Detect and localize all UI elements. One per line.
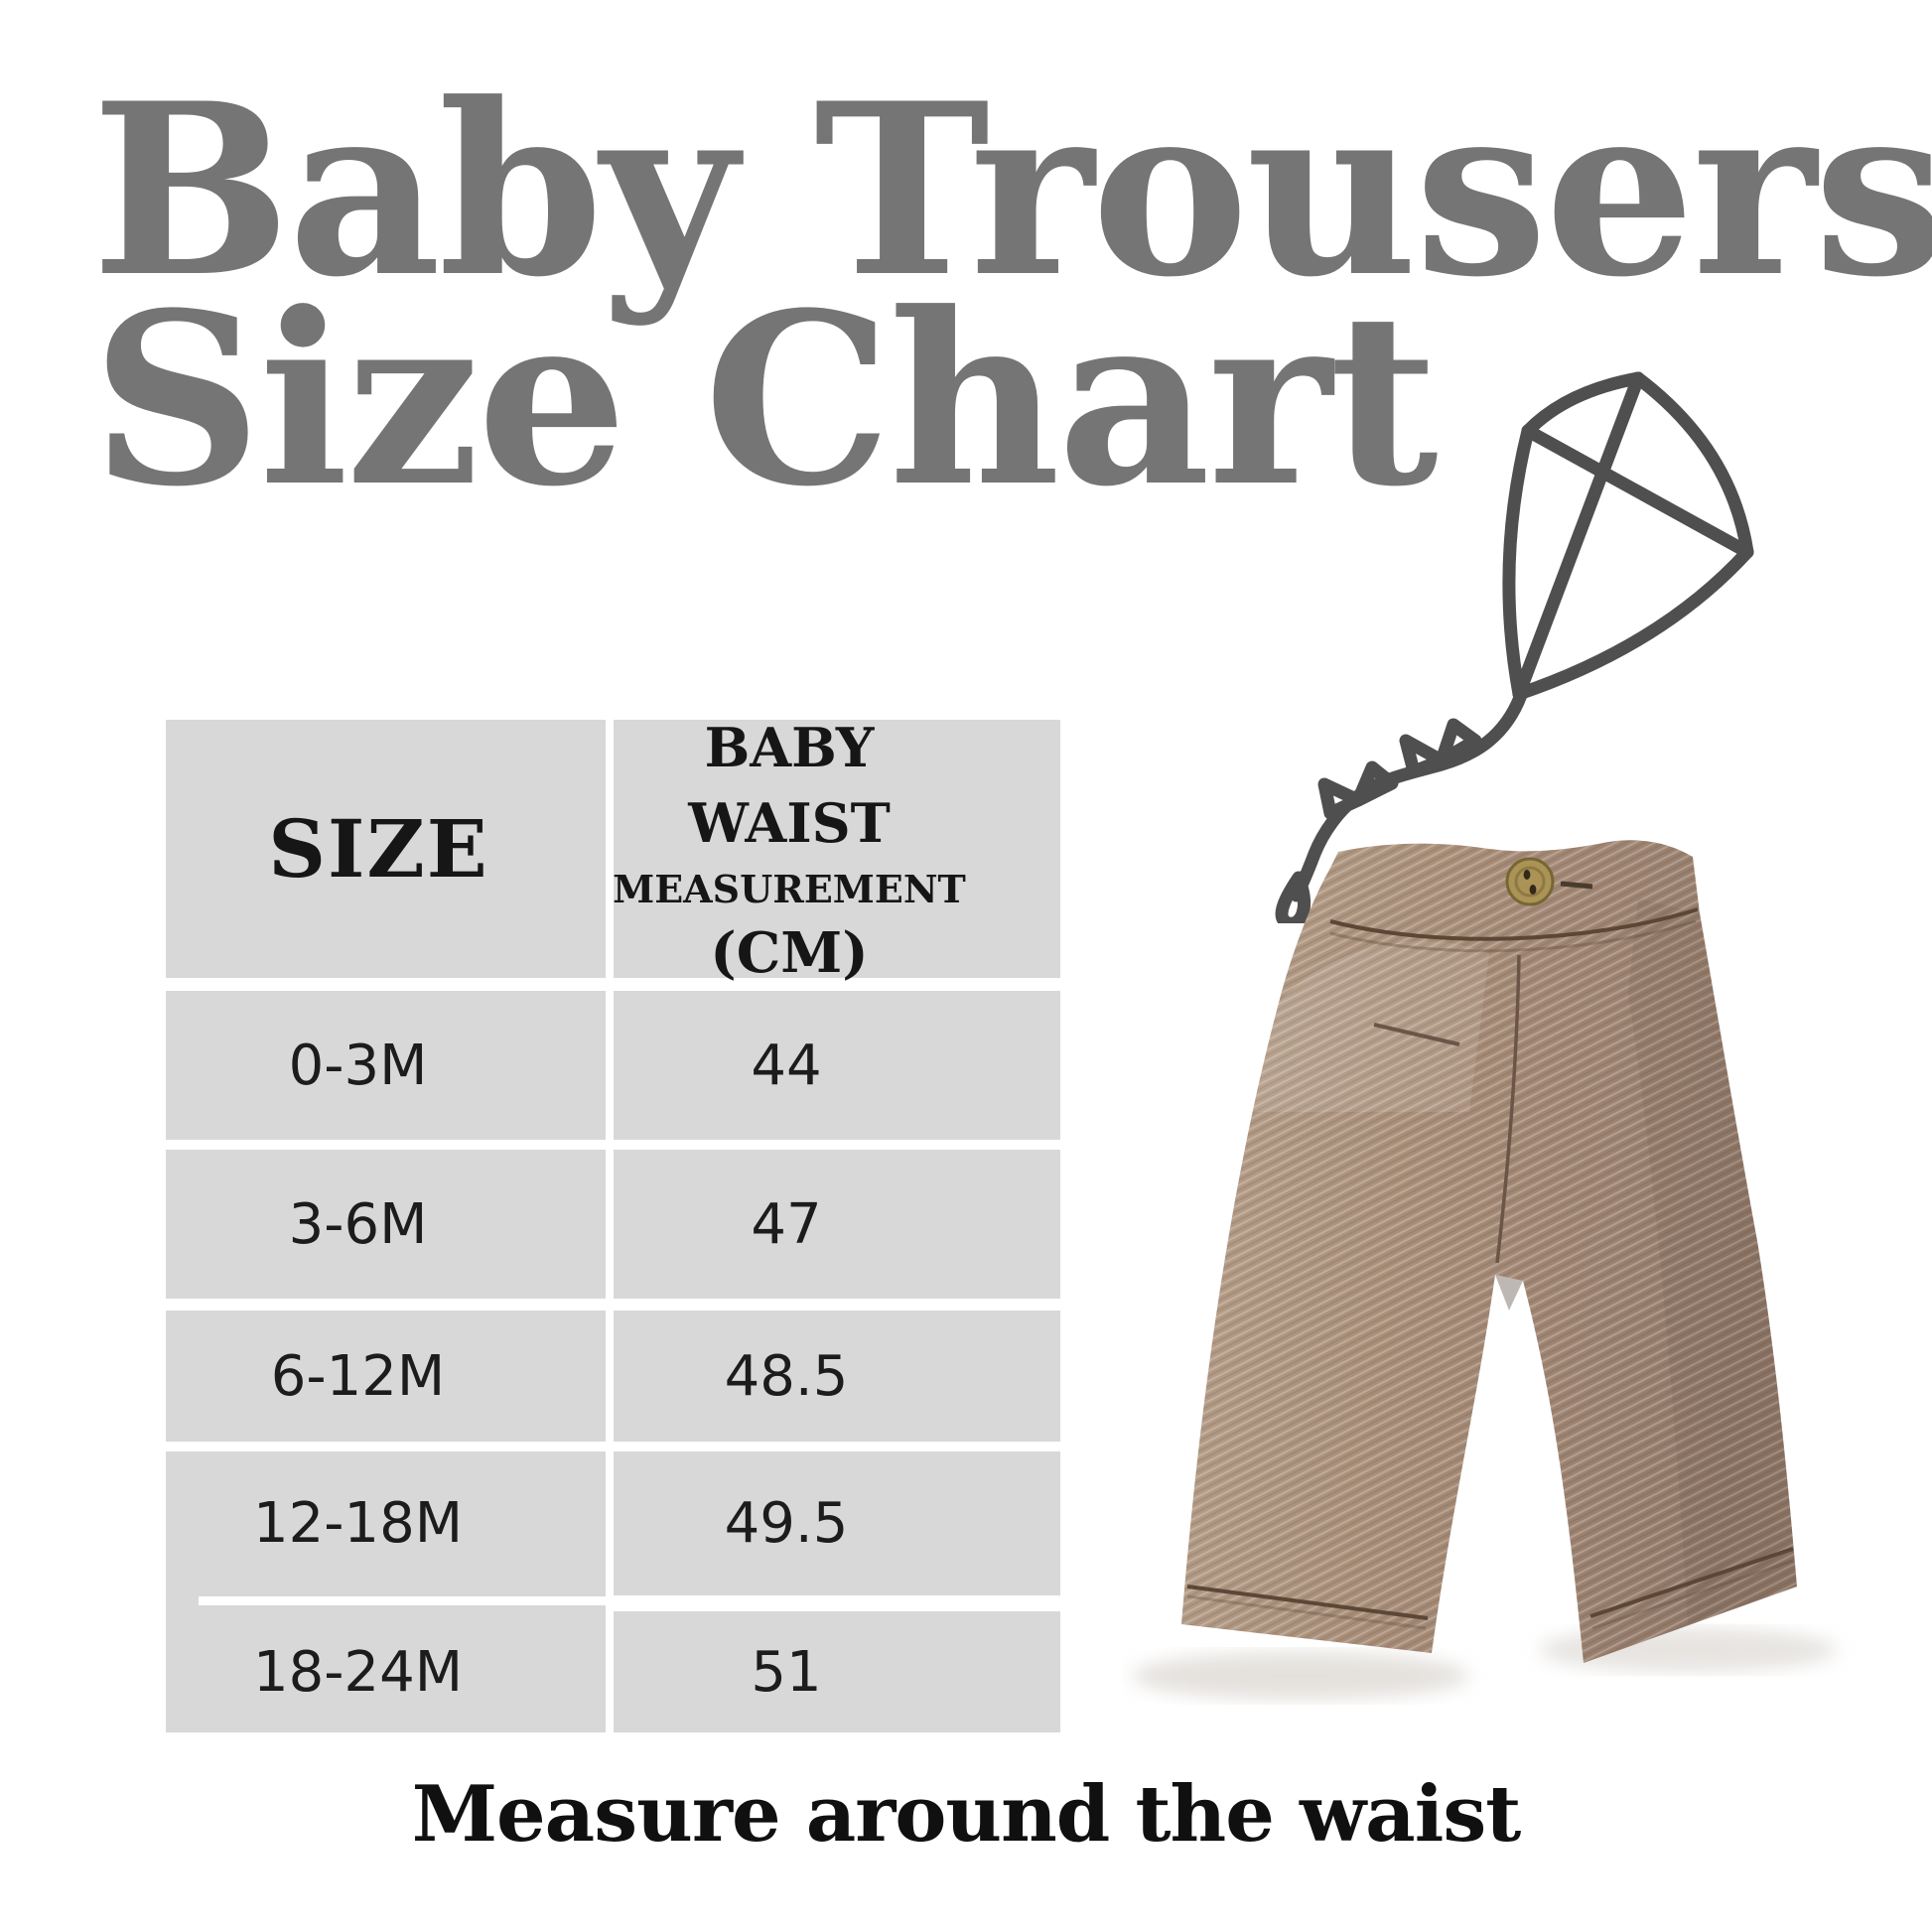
table-row-waist: 47 bbox=[614, 1150, 1060, 1299]
waistband-stitch bbox=[1329, 919, 1697, 953]
page-title-line2: Size Chart bbox=[91, 261, 1439, 539]
row-gap-artifact-line bbox=[199, 1596, 608, 1605]
kite-edge bbox=[1521, 371, 1645, 438]
page-title-line1: Baby Trousers bbox=[91, 53, 1932, 330]
button-hole bbox=[1529, 885, 1537, 895]
table-row-waist: 44 bbox=[614, 991, 1060, 1140]
kite-edge bbox=[1502, 424, 1535, 701]
table-header-size: SIZE bbox=[166, 720, 606, 978]
button-hole bbox=[1523, 870, 1531, 880]
kite-edge bbox=[1631, 371, 1754, 559]
table-row-size: 0-3M bbox=[166, 991, 606, 1140]
baby-trousers-photo bbox=[1132, 840, 1837, 1700]
table-row-waist: 48.5 bbox=[614, 1311, 1060, 1442]
table-row-waist: 49.5 bbox=[614, 1451, 1060, 1595]
pocket-slit bbox=[1373, 1023, 1460, 1046]
table-row-size: 18-24M bbox=[166, 1611, 606, 1732]
kite-spar bbox=[1521, 424, 1754, 559]
table-row-waist: 51 bbox=[614, 1611, 1060, 1732]
kite-tail-bow bbox=[1317, 777, 1365, 820]
table-header-waist: BABY WAIST MEASUREMENT (CM) bbox=[613, 716, 1060, 986]
table-row-size: 3-6M bbox=[166, 1150, 606, 1299]
left-hem-stitch bbox=[1186, 1585, 1429, 1620]
kite-edge bbox=[1512, 545, 1754, 701]
kite-tail-end-loop bbox=[1275, 871, 1311, 923]
trouser-button-rim bbox=[1514, 866, 1546, 897]
crotch-shadow bbox=[1495, 1275, 1523, 1311]
page-title: Baby Trousers Size Chart bbox=[91, 53, 1932, 539]
caption: Measure around the waist bbox=[411, 1769, 1522, 1860]
kite-tail-bow bbox=[1399, 734, 1449, 778]
kite-tail-bow bbox=[1435, 718, 1482, 767]
table-row-size: 6-12M bbox=[166, 1311, 606, 1442]
header-size-label: SIZE bbox=[268, 802, 489, 896]
table-row-size: 12-18M bbox=[166, 1451, 606, 1595]
fabric-highlight bbox=[1251, 941, 1489, 1112]
fabric-shading bbox=[1628, 898, 1797, 1624]
buttonhole-stitch bbox=[1560, 881, 1593, 890]
fly-seam bbox=[1495, 954, 1521, 1264]
header-waist-line: MEASUREMENT bbox=[613, 867, 966, 911]
kite-icon bbox=[1275, 371, 1754, 923]
left-hem-stitch2 bbox=[1186, 1594, 1427, 1630]
trousers-shadow bbox=[1132, 1652, 1469, 1700]
header-waist-line: BABY bbox=[704, 716, 875, 779]
header-waist-line: WAIST bbox=[688, 791, 891, 855]
kite-tail-bow bbox=[1351, 760, 1399, 807]
trouser-button bbox=[1505, 857, 1555, 906]
waistband-seam bbox=[1329, 907, 1699, 941]
header-waist-line: (CM) bbox=[710, 920, 869, 986]
right-hem-stitch bbox=[1589, 1547, 1794, 1618]
kite-spar bbox=[1512, 371, 1645, 701]
right-hem-stitch2 bbox=[1591, 1559, 1794, 1630]
